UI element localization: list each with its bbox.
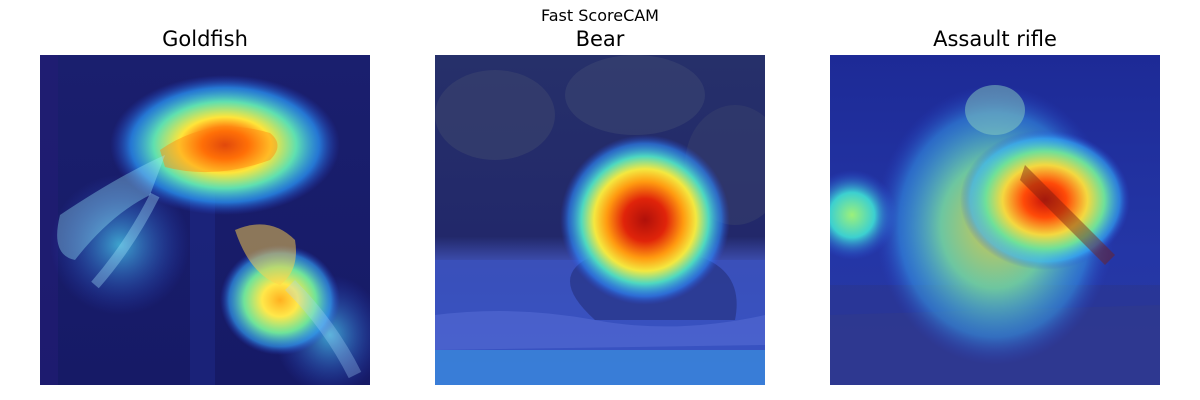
- goldfish-hotspot-large: [110, 75, 340, 215]
- goldfish-hotspot-small: [220, 245, 340, 355]
- panel-goldfish: Goldfish: [40, 26, 370, 385]
- panel-title-bear: Bear: [575, 27, 625, 51]
- assault-rifle-heatmap-image: [830, 55, 1160, 385]
- bear-hotspot: [560, 135, 730, 305]
- panel-bear: Bear: [435, 26, 765, 385]
- panel-title-assault-rifle: Assault rifle: [933, 27, 1057, 51]
- figure-suptitle: Fast ScoreCAM: [541, 6, 659, 25]
- bear-heatmap-svg: [435, 55, 765, 385]
- panel-assault-rifle: Assault rifle: [830, 26, 1160, 385]
- panel-title-goldfish: Goldfish: [162, 27, 248, 51]
- bear-heatmap-image: [435, 55, 765, 385]
- rifle-hotspot: [960, 130, 1130, 270]
- goldfish-heatmap-image: [40, 55, 370, 385]
- goldfish-heatmap-svg: [40, 55, 370, 385]
- assault-rifle-heatmap-svg: [830, 55, 1160, 385]
